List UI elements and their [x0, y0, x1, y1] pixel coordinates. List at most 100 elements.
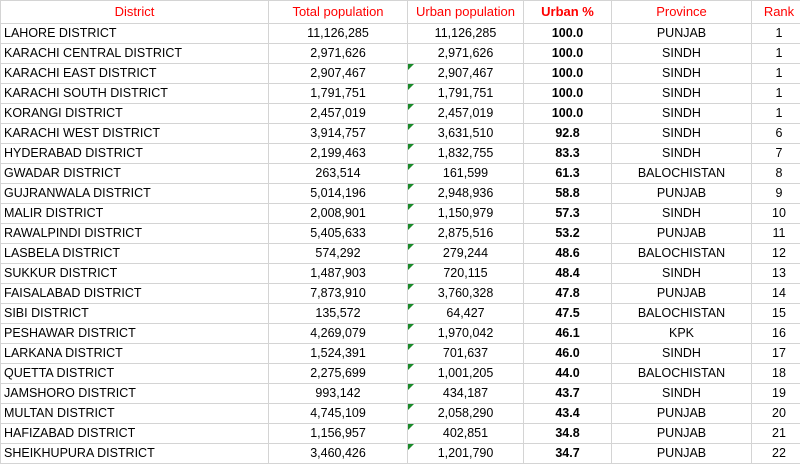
urban-percent-cell[interactable]: 53.2 [523, 223, 612, 244]
urban-percent-cell[interactable]: 46.1 [523, 323, 612, 344]
total-population-cell[interactable]: 5,014,196 [268, 183, 408, 204]
district-cell[interactable]: MALIR DISTRICT [0, 203, 269, 224]
province-cell[interactable]: SINDH [611, 143, 752, 164]
total-population-cell[interactable]: 2,199,463 [268, 143, 408, 164]
total-population-cell[interactable]: 7,873,910 [268, 283, 408, 304]
header-district[interactable]: District [0, 0, 269, 24]
urban-percent-cell[interactable]: 47.8 [523, 283, 612, 304]
urban-population-cell[interactable]: 279,244 [407, 243, 524, 264]
province-cell[interactable]: SINDH [611, 63, 752, 84]
urban-percent-cell[interactable]: 100.0 [523, 43, 612, 64]
urban-percent-cell[interactable]: 47.5 [523, 303, 612, 324]
province-cell[interactable]: PUNJAB [611, 183, 752, 204]
urban-population-cell[interactable]: 1,791,751 [407, 83, 524, 104]
total-population-cell[interactable]: 1,524,391 [268, 343, 408, 364]
district-cell[interactable]: KARACHI CENTRAL DISTRICT [0, 43, 269, 64]
rank-cell[interactable]: 15 [751, 303, 806, 324]
rank-cell[interactable]: 16 [751, 323, 806, 344]
district-cell[interactable]: PESHAWAR DISTRICT [0, 323, 269, 344]
total-population-cell[interactable]: 993,142 [268, 383, 408, 404]
urban-population-cell[interactable]: 1,150,979 [407, 203, 524, 224]
urban-population-cell[interactable]: 434,187 [407, 383, 524, 404]
total-population-cell[interactable]: 135,572 [268, 303, 408, 324]
province-cell[interactable]: SINDH [611, 383, 752, 404]
province-cell[interactable]: SINDH [611, 83, 752, 104]
rank-cell[interactable]: 11 [751, 223, 806, 244]
total-population-cell[interactable]: 2,907,467 [268, 63, 408, 84]
rank-cell[interactable]: 8 [751, 163, 806, 184]
rank-cell[interactable]: 1 [751, 43, 806, 64]
urban-percent-cell[interactable]: 100.0 [523, 23, 612, 44]
total-population-cell[interactable]: 263,514 [268, 163, 408, 184]
total-population-cell[interactable]: 2,275,699 [268, 363, 408, 384]
urban-percent-cell[interactable]: 43.7 [523, 383, 612, 404]
total-population-cell[interactable]: 2,457,019 [268, 103, 408, 124]
urban-population-cell[interactable]: 11,126,285 [407, 23, 524, 44]
province-cell[interactable]: PUNJAB [611, 223, 752, 244]
district-cell[interactable]: LARKANA DISTRICT [0, 343, 269, 364]
province-cell[interactable]: PUNJAB [611, 443, 752, 464]
urban-population-cell[interactable]: 720,115 [407, 263, 524, 284]
rank-cell[interactable]: 1 [751, 103, 806, 124]
urban-percent-cell[interactable]: 61.3 [523, 163, 612, 184]
urban-percent-cell[interactable]: 92.8 [523, 123, 612, 144]
district-cell[interactable]: HYDERABAD DISTRICT [0, 143, 269, 164]
header-rank[interactable]: Rank [751, 0, 806, 24]
urban-population-cell[interactable]: 1,970,042 [407, 323, 524, 344]
district-cell[interactable]: GWADAR DISTRICT [0, 163, 269, 184]
rank-cell[interactable]: 19 [751, 383, 806, 404]
total-population-cell[interactable]: 3,460,426 [268, 443, 408, 464]
urban-population-cell[interactable]: 1,832,755 [407, 143, 524, 164]
province-cell[interactable]: SINDH [611, 103, 752, 124]
district-cell[interactable]: GUJRANWALA DISTRICT [0, 183, 269, 204]
total-population-cell[interactable]: 4,745,109 [268, 403, 408, 424]
urban-percent-cell[interactable]: 100.0 [523, 63, 612, 84]
district-cell[interactable]: KARACHI WEST DISTRICT [0, 123, 269, 144]
rank-cell[interactable]: 20 [751, 403, 806, 424]
district-cell[interactable]: KARACHI SOUTH DISTRICT [0, 83, 269, 104]
urban-percent-cell[interactable]: 100.0 [523, 83, 612, 104]
urban-percent-cell[interactable]: 34.8 [523, 423, 612, 444]
district-cell[interactable]: SIBI DISTRICT [0, 303, 269, 324]
rank-cell[interactable]: 14 [751, 283, 806, 304]
district-cell[interactable]: QUETTA DISTRICT [0, 363, 269, 384]
urban-percent-cell[interactable]: 43.4 [523, 403, 612, 424]
total-population-cell[interactable]: 4,269,079 [268, 323, 408, 344]
rank-cell[interactable]: 6 [751, 123, 806, 144]
province-cell[interactable]: PUNJAB [611, 403, 752, 424]
province-cell[interactable]: SINDH [611, 43, 752, 64]
total-population-cell[interactable]: 1,791,751 [268, 83, 408, 104]
rank-cell[interactable]: 7 [751, 143, 806, 164]
total-population-cell[interactable]: 1,487,903 [268, 263, 408, 284]
province-cell[interactable]: KPK [611, 323, 752, 344]
province-cell[interactable]: BALOCHISTAN [611, 163, 752, 184]
total-population-cell[interactable]: 3,914,757 [268, 123, 408, 144]
rank-cell[interactable]: 17 [751, 343, 806, 364]
province-cell[interactable]: SINDH [611, 343, 752, 364]
total-population-cell[interactable]: 574,292 [268, 243, 408, 264]
urban-population-cell[interactable]: 2,948,936 [407, 183, 524, 204]
province-cell[interactable]: PUNJAB [611, 283, 752, 304]
header-province[interactable]: Province [611, 0, 752, 24]
urban-population-cell[interactable]: 402,851 [407, 423, 524, 444]
rank-cell[interactable]: 18 [751, 363, 806, 384]
urban-population-cell[interactable]: 2,971,626 [407, 43, 524, 64]
urban-percent-cell[interactable]: 44.0 [523, 363, 612, 384]
urban-percent-cell[interactable]: 100.0 [523, 103, 612, 124]
header-urban-population[interactable]: Urban population [407, 0, 524, 24]
province-cell[interactable]: SINDH [611, 263, 752, 284]
rank-cell[interactable]: 21 [751, 423, 806, 444]
urban-population-cell[interactable]: 1,201,790 [407, 443, 524, 464]
rank-cell[interactable]: 1 [751, 83, 806, 104]
urban-percent-cell[interactable]: 83.3 [523, 143, 612, 164]
rank-cell[interactable]: 1 [751, 63, 806, 84]
urban-population-cell[interactable]: 3,760,328 [407, 283, 524, 304]
urban-percent-cell[interactable]: 57.3 [523, 203, 612, 224]
total-population-cell[interactable]: 2,008,901 [268, 203, 408, 224]
urban-population-cell[interactable]: 64,427 [407, 303, 524, 324]
district-cell[interactable]: KARACHI EAST DISTRICT [0, 63, 269, 84]
urban-percent-cell[interactable]: 58.8 [523, 183, 612, 204]
urban-population-cell[interactable]: 2,058,290 [407, 403, 524, 424]
province-cell[interactable]: BALOCHISTAN [611, 363, 752, 384]
urban-population-cell[interactable]: 2,907,467 [407, 63, 524, 84]
